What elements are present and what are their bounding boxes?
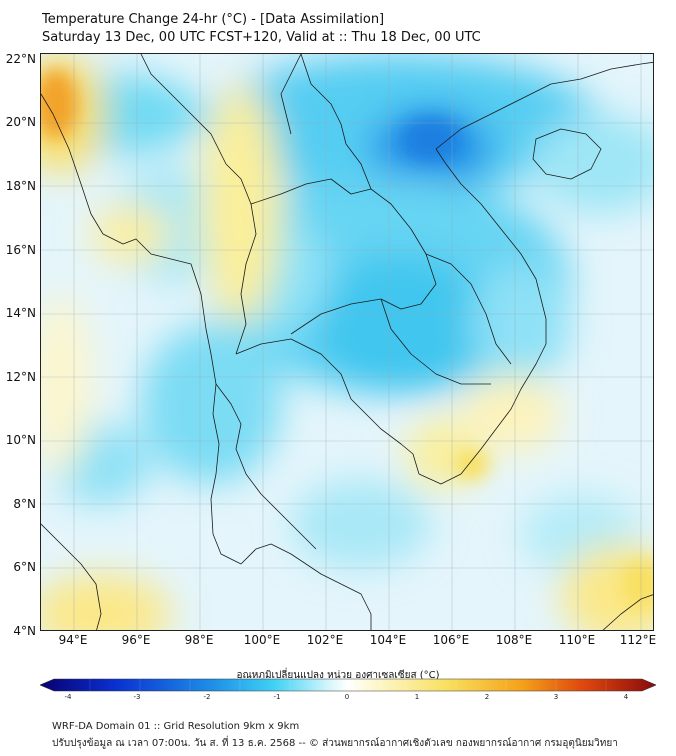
lon-label-108: 108°E [495, 633, 533, 647]
colorbar-tick: -4 [64, 693, 72, 701]
lat-label-6: 6°N [13, 560, 36, 574]
colorbar-tick: 4 [623, 693, 629, 701]
lon-label-102: 102°E [306, 633, 344, 647]
lon-label-98: 98°E [184, 633, 214, 647]
colorbar [40, 678, 656, 692]
lon-label-104: 104°E [369, 633, 407, 647]
colorbar-tick: 0 [344, 693, 350, 701]
map-title: Temperature Change 24-hr (°C) - [Data As… [42, 12, 385, 27]
lon-label-96: 96°E [121, 633, 151, 647]
lat-label-12: 12°N [5, 370, 36, 384]
temperature-change-map [40, 53, 654, 631]
lon-label-100: 100°E [243, 633, 281, 647]
lat-label-20: 20°N [5, 115, 36, 129]
lat-label-10: 10°N [5, 433, 36, 447]
lon-label-106: 106°E [432, 633, 470, 647]
colorbar-tick: 2 [484, 693, 490, 701]
colorbar-tick: 3 [553, 693, 559, 701]
lat-label-4: 4°N [13, 624, 36, 638]
colorbar-tick: -2 [203, 693, 211, 701]
map-subtitle: Saturday 13 Dec, 00 UTC FCST+120, Valid … [42, 30, 481, 45]
footer-credit: ปรับปรุงข้อมูล ณ เวลา 07:00น. วัน ส. ที่… [52, 738, 618, 749]
lat-label-8: 8°N [13, 497, 36, 511]
colorbar-title: อุณหภูมิเปลี่ยนแปลง หน่วย องศาเซลเซียส (… [236, 670, 440, 681]
lon-label-110: 110°E [558, 633, 596, 647]
colorbar-tick: 1 [414, 693, 420, 701]
footer-model-info: WRF-DA Domain 01 :: Grid Resolution 9km … [52, 721, 300, 732]
colorbar-tick: -1 [273, 693, 281, 701]
lat-label-14: 14°N [5, 306, 36, 320]
colorbar-tick: -3 [133, 693, 141, 701]
lat-label-22: 22°N [5, 52, 36, 66]
lon-label-112: 112°E [619, 633, 657, 647]
lon-label-94: 94°E [58, 633, 88, 647]
lat-label-18: 18°N [5, 179, 36, 193]
lat-label-16: 16°N [5, 243, 36, 257]
